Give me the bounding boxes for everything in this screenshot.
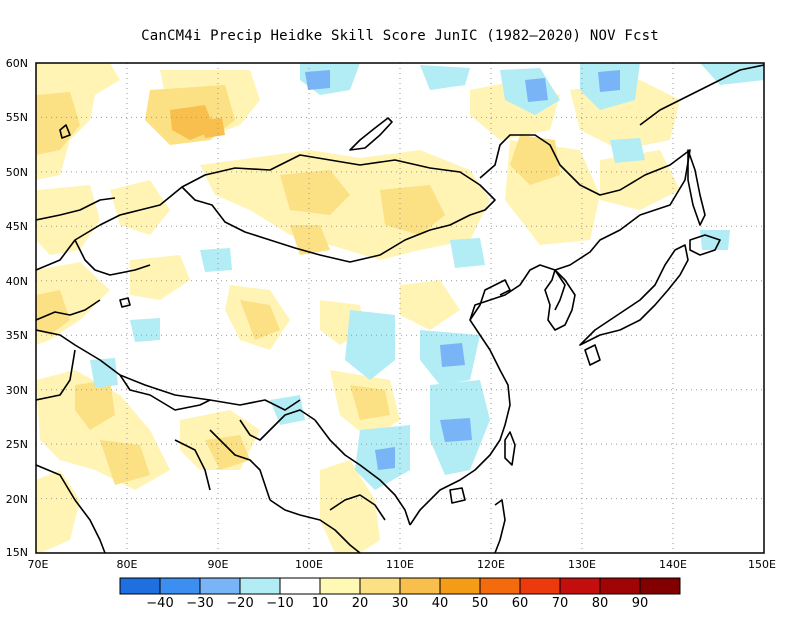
skill-30-40-regions xyxy=(170,105,225,140)
lon-label: 100E xyxy=(295,558,323,571)
colorbar-tick-label: 40 xyxy=(431,596,449,611)
colorbar-tick-label: 70 xyxy=(551,596,569,611)
colorbar-tick-label: 80 xyxy=(591,596,609,611)
lat-label: 30N xyxy=(5,384,28,397)
lat-label: 40N xyxy=(5,275,28,288)
colorbar-tick-label: −30 xyxy=(186,596,214,611)
coastlines-borders xyxy=(36,64,764,553)
lat-label: 25N xyxy=(5,438,28,451)
skill-neg10-neg20-regions xyxy=(90,63,764,490)
lat-label: 50N xyxy=(5,166,28,179)
lat-label: 15N xyxy=(5,546,28,559)
lat-label: 45N xyxy=(5,220,28,233)
lon-label: 140E xyxy=(659,558,687,571)
colorbar-tick-label: 10 xyxy=(311,596,329,611)
lon-label: 130E xyxy=(568,558,596,571)
lon-label: 80E xyxy=(116,558,138,571)
lon-label: 110E xyxy=(386,558,414,571)
korea-coast xyxy=(544,269,576,331)
china-coast xyxy=(409,264,566,526)
taiwan-coast xyxy=(504,431,516,466)
lat-label: 60N xyxy=(5,57,28,70)
lon-label: 150E xyxy=(748,558,776,571)
lat-label: 20N xyxy=(5,493,28,506)
lon-label: 70E xyxy=(27,558,49,571)
lon-label: 90E xyxy=(207,558,229,571)
japan-coast xyxy=(579,244,689,346)
lake-baikal xyxy=(349,117,393,151)
colorbar-tick-label: 50 xyxy=(471,596,489,611)
plot-frame xyxy=(35,62,765,554)
skill-neg20-neg30-regions xyxy=(305,70,620,470)
lat-label: 35N xyxy=(5,329,28,342)
skill-20-30-regions xyxy=(36,85,560,485)
mongolia-border xyxy=(181,154,496,263)
lon-label: 120E xyxy=(477,558,505,571)
map-title: CanCM4i Precip Heidke Skill Score JunIC … xyxy=(141,28,659,44)
colorbar-tick-label: −20 xyxy=(226,596,254,611)
graticule xyxy=(36,63,764,553)
colorbar-tick-label: 30 xyxy=(391,596,409,611)
colorbar-tick-label: −40 xyxy=(146,596,174,611)
colorbar-tick-label: −10 xyxy=(266,596,294,611)
colorbar-tick-label: 20 xyxy=(351,596,369,611)
colorbar-tick-label: 90 xyxy=(631,596,649,611)
colorbar-tick-label: 60 xyxy=(511,596,529,611)
lat-label: 55N xyxy=(5,111,28,124)
